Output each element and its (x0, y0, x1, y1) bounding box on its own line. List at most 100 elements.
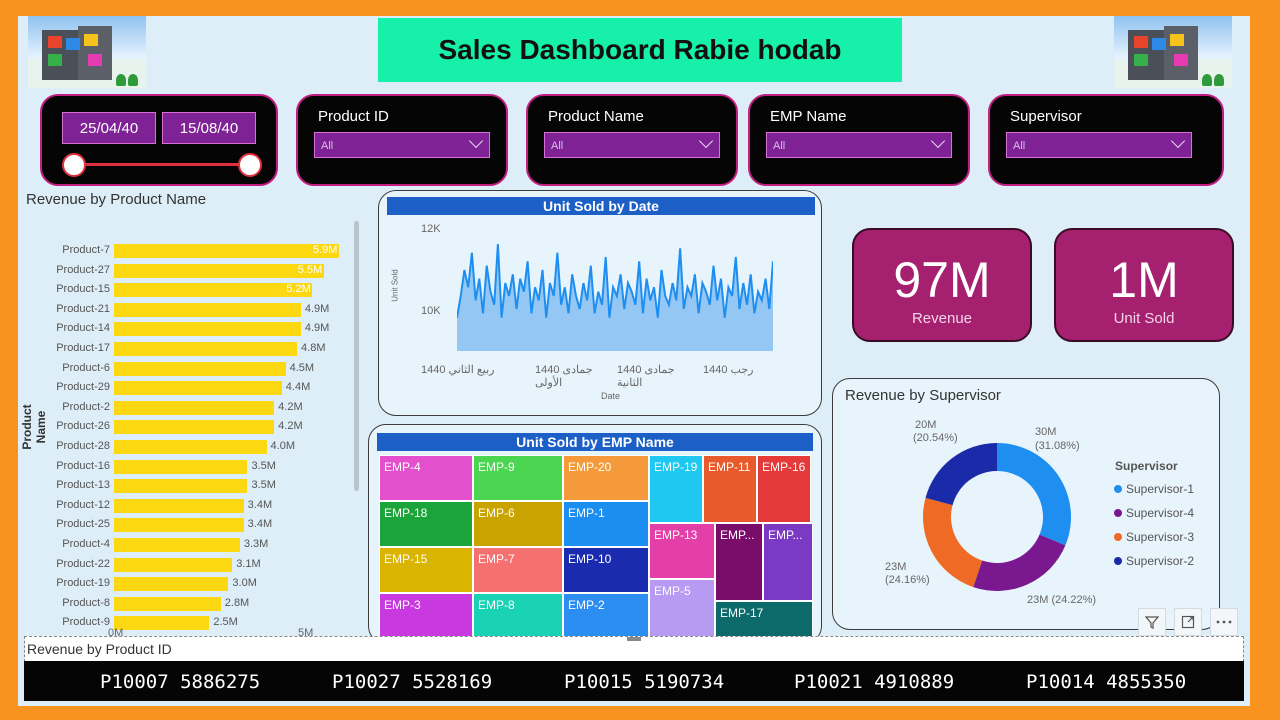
date-range-slicer[interactable]: 25/04/40 15/08/40 (40, 94, 278, 186)
donut-slice[interactable] (973, 534, 1066, 591)
chevron-down-icon (698, 133, 714, 149)
dashboard-title: Sales Dashboard Rabie hodab (378, 18, 902, 82)
unit-sold-by-emp-title: Unit Sold by EMP Name (377, 433, 813, 451)
supervisor-slicer: Supervisor All (988, 94, 1224, 186)
emp-treemap-tile[interactable]: EMP-7 (473, 547, 563, 593)
bar-value-label: 3.4M (247, 518, 273, 531)
donut-slice[interactable] (923, 497, 983, 588)
emp-treemap-tile[interactable]: EMP-1 (563, 501, 649, 547)
donut-slice[interactable] (925, 443, 997, 506)
bar-category-label: Product-8 (62, 596, 110, 609)
revenue-bar[interactable] (114, 498, 244, 513)
bar-value-label: 4.4M (285, 381, 311, 394)
donut-slice-label: (20.54%) (913, 432, 958, 444)
emp-treemap-tile[interactable]: EMP-2 (563, 593, 649, 637)
emp-treemap-tile[interactable]: EMP-9 (473, 455, 563, 501)
more-options-icon[interactable] (1210, 608, 1238, 636)
supervisor-dropdown[interactable]: All (1006, 132, 1192, 158)
bar-category-label: Product-6 (62, 361, 110, 374)
chevron-down-icon (930, 133, 946, 149)
ticker-header: Revenue by Product ID (24, 636, 1244, 662)
start-slider-handle[interactable] (62, 153, 86, 177)
supervisor-donut-chart: 30M (31.08%) 23M (24.22%) 23M(24.16%) 20M(20… (885, 419, 1096, 606)
emp-treemap-tile[interactable]: EMP-15 (379, 547, 473, 593)
bar-value-label: 5.5M (297, 263, 323, 276)
revenue-bar[interactable] (114, 557, 233, 572)
revenue-bar[interactable] (114, 342, 298, 356)
emp-treemap-tile[interactable]: EMP-6 (473, 501, 563, 547)
donut-slice[interactable] (997, 443, 1071, 546)
unit-sold-area (457, 244, 773, 351)
emp-treemap-tile[interactable]: EMP-5 (649, 579, 715, 637)
revenue-bar[interactable] (114, 283, 313, 298)
revenue-by-product-chart: Revenue by Product Name Product Name Pro… (20, 191, 364, 643)
start-date-input[interactable]: 25/04/40 (62, 112, 156, 144)
filter-icon[interactable] (1138, 608, 1166, 636)
y-tick-10k: 10K (421, 305, 441, 317)
y-tick-12k: 12K (421, 223, 441, 235)
emp-treemap-tile[interactable]: EMP-18 (379, 501, 473, 547)
product-id-dropdown[interactable]: All (314, 132, 490, 158)
ticker-item: P10014 4855350 (1026, 671, 1187, 693)
revenue-kpi-value: 97M (893, 252, 991, 308)
unit-sold-line[interactable] (457, 243, 773, 318)
emp-treemap-tile[interactable]: EMP-13 (649, 523, 715, 579)
emp-treemap-tile[interactable]: EMP... (715, 523, 763, 601)
resize-handle-top[interactable] (627, 637, 641, 641)
product-name-dropdown[interactable]: All (544, 132, 720, 158)
emp-treemap-tile[interactable]: EMP... (763, 523, 813, 601)
revenue-bar[interactable] (114, 244, 339, 258)
ticker-item: P10027 5528169 (332, 671, 493, 693)
supervisor-legend-item[interactable]: Supervisor-3 (1114, 530, 1194, 544)
emp-treemap-tile[interactable]: EMP-4 (379, 455, 473, 501)
revenue-bar[interactable] (114, 518, 244, 533)
bar-category-label: Product-13 (56, 479, 110, 492)
revenue-bar[interactable] (114, 361, 286, 376)
emp-treemap-tile[interactable]: EMP-20 (563, 455, 649, 501)
revenue-by-supervisor-panel: Revenue by Supervisor 30M (31.08%) 23M (24… (832, 378, 1220, 630)
end-slider-handle[interactable] (238, 153, 262, 177)
revenue-bar[interactable] (114, 400, 275, 415)
revenue-bar[interactable] (114, 459, 248, 474)
revenue-bar[interactable] (114, 577, 229, 592)
emp-treemap-tile[interactable]: EMP-19 (649, 455, 703, 523)
product-id-label: Product ID (318, 108, 389, 125)
bar-category-label: Product-19 (56, 577, 110, 590)
date-xlabel: Date (601, 391, 621, 401)
revenue-bar[interactable] (114, 263, 324, 278)
donut-slice-label: 23M (24.22%) (1027, 594, 1096, 606)
focus-mode-icon[interactable] (1174, 608, 1202, 636)
revenue-bar[interactable] (114, 440, 267, 454)
emp-treemap-tile[interactable]: EMP-17 (715, 601, 813, 637)
emp-treemap-tile[interactable]: EMP-16 (757, 455, 811, 523)
bar-chart-scrollbar[interactable] (354, 221, 359, 491)
bar-value-label: 4.2M (278, 400, 303, 413)
x-tick-3: 1440 رجب (703, 364, 754, 376)
supervisor-legend-item[interactable]: Supervisor-1 (1114, 482, 1194, 496)
revenue-bar[interactable] (114, 302, 301, 317)
supervisor-legend-item[interactable]: Supervisor-4 (1114, 506, 1194, 520)
left-logo-image (28, 16, 146, 88)
revenue-bar[interactable] (114, 420, 275, 435)
bar-category-label: Product-21 (56, 302, 110, 315)
revenue-bar[interactable] (114, 479, 248, 494)
emp-treemap-tile[interactable]: EMP-8 (473, 593, 563, 637)
emp-treemap-tile[interactable]: EMP-10 (563, 547, 649, 593)
revenue-bar[interactable] (114, 596, 221, 611)
revenue-bar[interactable] (114, 381, 282, 396)
revenue-bar[interactable] (114, 322, 301, 337)
emp-name-dropdown[interactable]: All (766, 132, 952, 158)
bar-plot-area: Product-7 5.9M Product-27 5.5M Product-15 5.2… (24, 191, 364, 643)
revenue-bar[interactable] (114, 616, 210, 631)
revenue-bar[interactable] (114, 538, 240, 552)
ticker-item: P10015 5190734 (564, 671, 725, 693)
bar-category-label: Product-26 (56, 420, 110, 433)
emp-treemap-tile[interactable]: EMP-3 (379, 593, 473, 637)
emp-treemap-tile[interactable]: EMP-11 (703, 455, 757, 523)
product-id-slicer: Product ID All (296, 94, 508, 186)
end-date-input[interactable]: 15/08/40 (162, 112, 256, 144)
supervisor-legend-item[interactable]: Supervisor-2 (1114, 554, 1194, 568)
date-range-track (74, 163, 250, 166)
revenue-by-supervisor-title: Revenue by Supervisor (845, 387, 1001, 404)
bar-value-label: 5.2M (286, 283, 311, 296)
